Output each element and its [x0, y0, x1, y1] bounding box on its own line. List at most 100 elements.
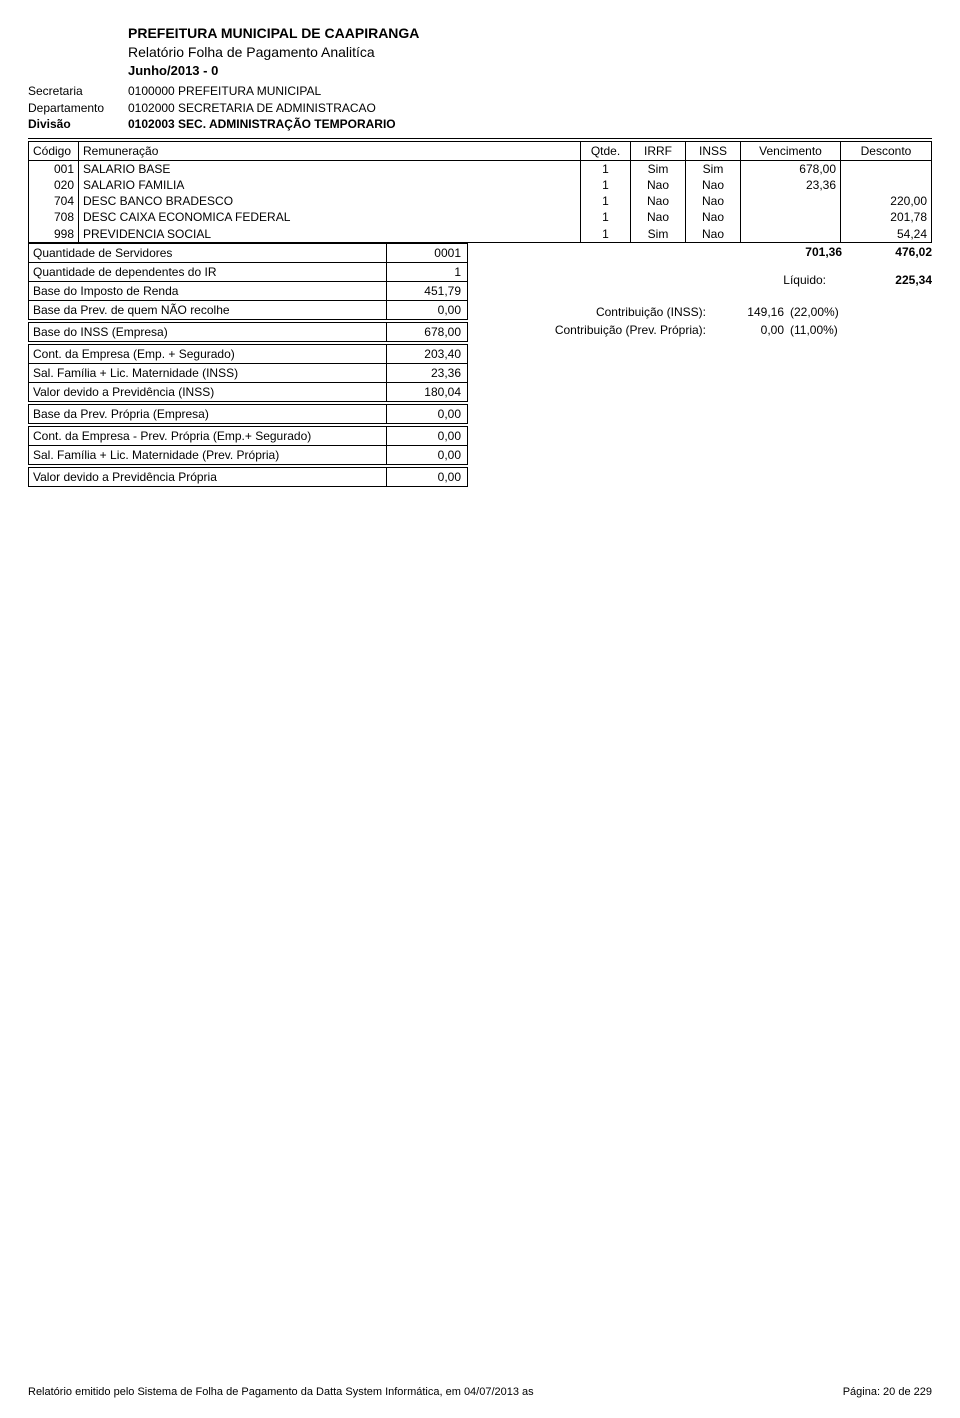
contribution-row: Contribuição (Prev. Própria):0,00(11,00%…	[484, 323, 932, 337]
items-header: Código Remuneração Qtde. IRRF INSS Venci…	[28, 141, 932, 161]
cell-qtde: 1	[581, 193, 631, 209]
summary-value: 0,00	[387, 301, 467, 319]
contribution-label: Contribuição (Prev. Própria):	[484, 323, 714, 337]
report-header: PREFEITURA MUNICIPAL DE CAAPIRANGA Relat…	[28, 24, 932, 132]
cell-vencimento: 678,00	[741, 161, 841, 177]
cell-qtde: 1	[581, 209, 631, 225]
cell-inss: Nao	[686, 226, 741, 242]
summary-label: Sal. Família + Lic. Maternidade (INSS)	[29, 364, 387, 382]
summary-value: 0,00	[387, 468, 467, 486]
cell-codigo: 708	[29, 209, 79, 225]
item-row: 998PREVIDENCIA SOCIAL1SimNao 54,24	[29, 226, 931, 242]
cell-desconto: 54,24	[841, 226, 931, 242]
cell-irrf: Nao	[631, 193, 686, 209]
summary-label: Base do Imposto de Renda	[29, 282, 387, 300]
org-rows: Secretaria 0100000 PREFEITURA MUNICIPAL …	[28, 83, 932, 132]
summary-value: 451,79	[387, 282, 467, 300]
contribution-label: Contribuição (INSS):	[484, 305, 714, 319]
summary-value: 0,00	[387, 427, 467, 445]
summary-label: Valor devido a Previdência Própria	[29, 468, 387, 486]
summary-row: Base do Imposto de Renda451,79	[28, 282, 468, 301]
summary-value: 0001	[387, 244, 467, 262]
cell-desconto	[841, 177, 931, 193]
col-remuneracao: Remuneração	[79, 142, 581, 160]
cell-qtde: 1	[581, 161, 631, 177]
item-row: 020SALARIO FAMILIA1NaoNao23,36	[29, 177, 931, 193]
org-label: Secretaria	[28, 83, 128, 99]
summary-label: Quantidade de Servidores	[29, 244, 387, 262]
org-value: 0100000 PREFEITURA MUNICIPAL	[128, 83, 321, 99]
summary-row: Quantidade de Servidores0001	[28, 243, 468, 263]
total-desconto: 476,02	[842, 245, 932, 259]
summary-row: Cont. da Empresa - Prev. Própria (Emp.+ …	[28, 426, 468, 446]
cell-irrf: Nao	[631, 209, 686, 225]
cell-qtde: 1	[581, 226, 631, 242]
footer-left: Relatório emitido pelo Sistema de Folha …	[28, 1386, 534, 1398]
page-footer: Relatório emitido pelo Sistema de Folha …	[28, 1386, 932, 1398]
org-value: 0102000 SECRETARIA DE ADMINISTRACAO	[128, 100, 376, 116]
cell-irrf: Nao	[631, 177, 686, 193]
org-row-divisao: Divisão 0102003 SEC. ADMINISTRAÇÃO TEMPO…	[28, 116, 932, 132]
contribution-percent: (11,00%)	[784, 323, 864, 337]
summary-label: Cont. da Empresa (Emp. + Segurado)	[29, 345, 387, 363]
summary-section: Quantidade de Servidores0001Quantidade d…	[28, 243, 932, 487]
cell-codigo: 704	[29, 193, 79, 209]
cell-desconto: 220,00	[841, 193, 931, 209]
report-title: Relatório Folha de Pagamento Analitíca	[128, 43, 932, 62]
summary-row: Valor devido a Previdência (INSS)180,04	[28, 383, 468, 402]
cell-irrf: Sim	[631, 161, 686, 177]
cell-vencimento	[741, 226, 841, 242]
cell-irrf: Sim	[631, 226, 686, 242]
header-rule	[28, 138, 932, 139]
cell-remuneracao: PREVIDENCIA SOCIAL	[79, 226, 581, 242]
cell-qtde: 1	[581, 177, 631, 193]
org-label: Departamento	[28, 100, 128, 116]
totals-row: 701,36 476,02	[484, 245, 932, 259]
cell-codigo: 020	[29, 177, 79, 193]
contribution-row: Contribuição (INSS):149,16(22,00%)	[484, 305, 932, 319]
summary-value: 23,36	[387, 364, 467, 382]
cell-desconto: 201,78	[841, 209, 931, 225]
org-label: Divisão	[28, 116, 128, 132]
summary-label: Valor devido a Previdência (INSS)	[29, 383, 387, 401]
summary-label: Cont. da Empresa - Prev. Própria (Emp.+ …	[29, 427, 387, 445]
cell-vencimento	[741, 193, 841, 209]
liquido-label: Líquido:	[484, 273, 842, 287]
cell-desconto	[841, 161, 931, 177]
cell-inss: Nao	[686, 209, 741, 225]
contribution-value: 0,00	[714, 323, 784, 337]
summary-row: Base do INSS (Empresa)678,00	[28, 322, 468, 342]
summary-row: Base da Prev. de quem NÃO recolhe0,00	[28, 301, 468, 320]
col-irrf: IRRF	[631, 142, 686, 160]
summary-row: Sal. Família + Lic. Maternidade (Prev. P…	[28, 446, 468, 465]
cell-codigo: 998	[29, 226, 79, 242]
cell-inss: Nao	[686, 177, 741, 193]
liquido-value: 225,34	[842, 273, 932, 287]
summary-row: Cont. da Empresa (Emp. + Segurado)203,40	[28, 344, 468, 364]
totals-spacer	[484, 245, 752, 259]
summary-label: Quantidade de dependentes do IR	[29, 263, 387, 281]
footer-right: Página: 20 de 229	[843, 1386, 932, 1398]
report-period: Junho/2013 - 0	[128, 62, 932, 80]
cell-remuneracao: DESC BANCO BRADESCO	[79, 193, 581, 209]
summary-right: 701,36 476,02 Líquido: 225,34 Contribuiç…	[484, 243, 932, 487]
col-desconto: Desconto	[841, 142, 931, 160]
summary-value: 1	[387, 263, 467, 281]
summary-row: Sal. Família + Lic. Maternidade (INSS)23…	[28, 364, 468, 383]
cell-codigo: 001	[29, 161, 79, 177]
item-row: 001SALARIO BASE1SimSim678,00	[29, 161, 931, 177]
liquido-row: Líquido: 225,34	[484, 273, 932, 287]
summary-value: 0,00	[387, 446, 467, 464]
summary-row: Quantidade de dependentes do IR1	[28, 263, 468, 282]
cell-vencimento: 23,36	[741, 177, 841, 193]
summary-value: 203,40	[387, 345, 467, 363]
summary-left: Quantidade de Servidores0001Quantidade d…	[28, 243, 468, 487]
summary-value: 180,04	[387, 383, 467, 401]
summary-value: 0,00	[387, 405, 467, 423]
cell-remuneracao: SALARIO BASE	[79, 161, 581, 177]
col-qtde: Qtde.	[581, 142, 631, 160]
col-vencimento: Vencimento	[741, 142, 841, 160]
summary-label: Base da Prev. Própria (Empresa)	[29, 405, 387, 423]
org-row-departamento: Departamento 0102000 SECRETARIA DE ADMIN…	[28, 100, 932, 116]
title-lines: PREFEITURA MUNICIPAL DE CAAPIRANGA Relat…	[128, 24, 932, 79]
